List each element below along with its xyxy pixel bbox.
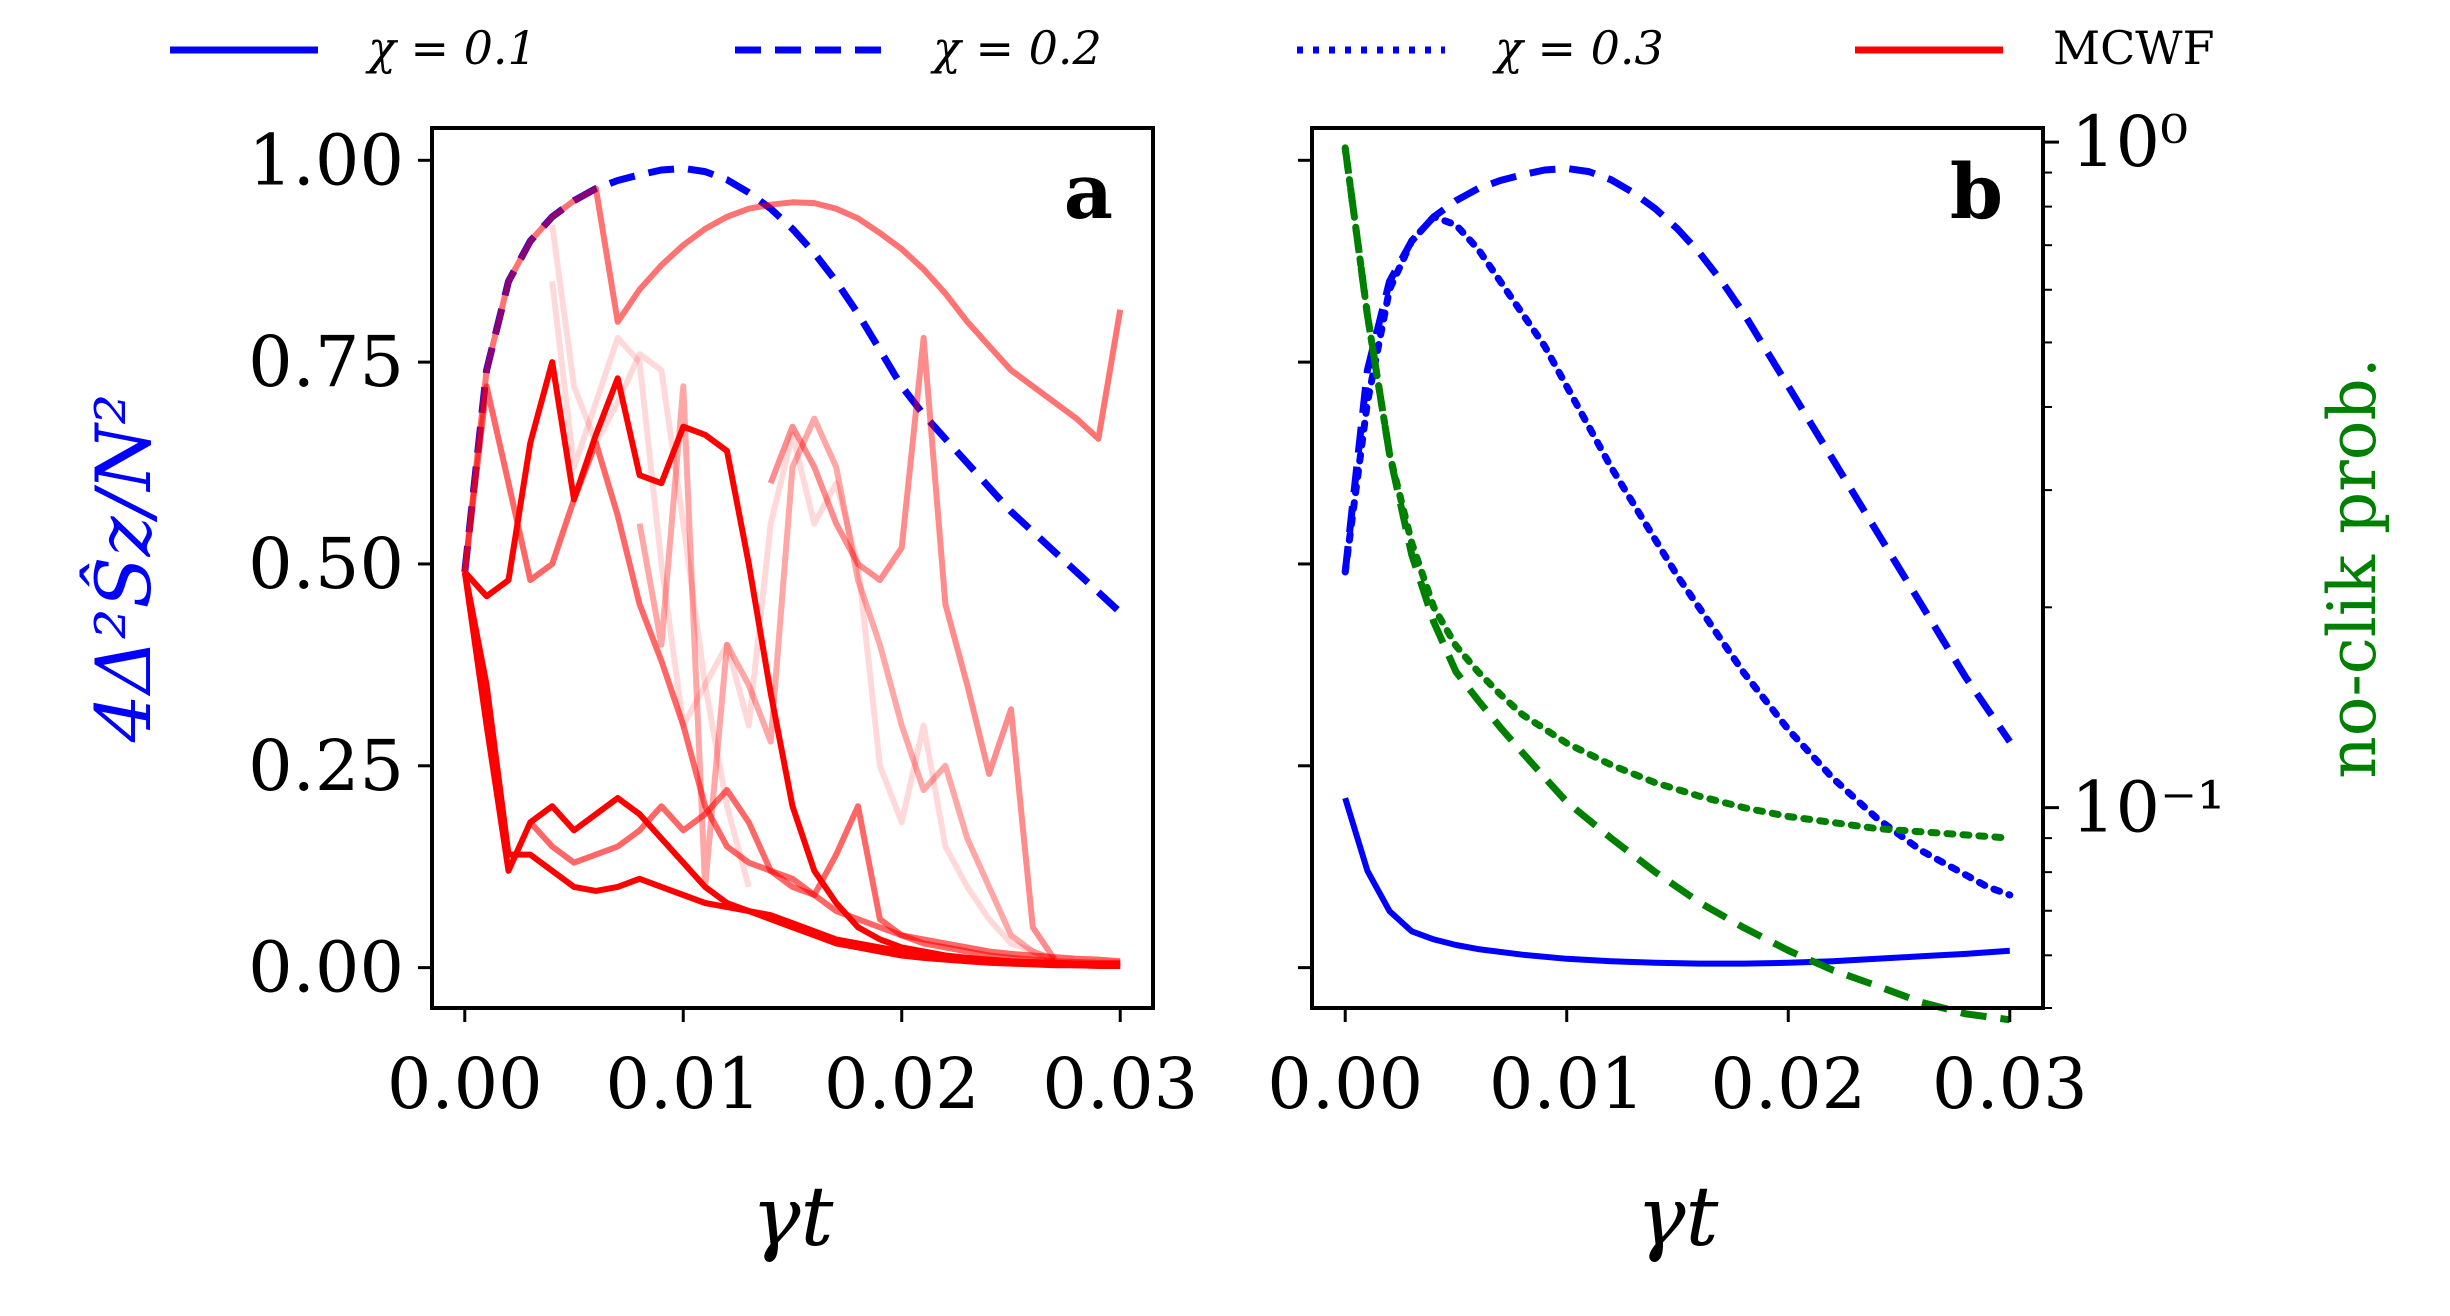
series-2 bbox=[1341, 164, 2013, 744]
legend-label-1: χ = 0.1 bbox=[365, 21, 537, 75]
y-tick-label: 0.25 bbox=[248, 725, 404, 807]
series-2 bbox=[461, 185, 1124, 573]
series-3 bbox=[549, 224, 752, 888]
panel-label: a bbox=[1064, 147, 1113, 236]
y-tick-label: 1.00 bbox=[248, 119, 404, 201]
legend-label-4: MCWF bbox=[2053, 21, 2215, 75]
y-tick-label: 0.00 bbox=[248, 927, 404, 1009]
y-axis-label-right: no-clik prob. bbox=[2314, 357, 2391, 778]
series-3 bbox=[1341, 213, 2014, 899]
y-tick-label-right: 10⁻¹ bbox=[2071, 767, 2225, 849]
legend-label-3: χ = 0.3 bbox=[1492, 21, 1664, 75]
series-4 bbox=[1341, 147, 2011, 1024]
plot-frame bbox=[1310, 126, 2045, 1010]
x-tick-label: 0.01 bbox=[1489, 1043, 1645, 1125]
x-tick-label: 0.02 bbox=[824, 1043, 980, 1125]
x-tick-label: 0.03 bbox=[1042, 1043, 1198, 1125]
panel-a: 0.00 0.01 0.02 0.03 γt a 0.00 0.25 0.50 0.75 1.00 4… bbox=[79, 119, 1198, 1265]
x-tick-label: 0.02 bbox=[1710, 1043, 1866, 1125]
x-tick-label: 0.01 bbox=[605, 1043, 761, 1125]
legend-label-2: χ = 0.2 bbox=[930, 21, 1102, 75]
y-tick-label-right: 10⁰ bbox=[2071, 101, 2188, 183]
series-10 bbox=[461, 571, 1121, 969]
series-5 bbox=[636, 383, 1056, 963]
panel-b: 0.00 0.01 0.02 0.03 γt b 10⁻¹ 10⁰ no-clik prob. bbox=[1267, 101, 2391, 1265]
x-axis-label: γt bbox=[1637, 1170, 1720, 1265]
x-tick-label: 0.00 bbox=[387, 1043, 543, 1125]
series-9 bbox=[461, 571, 1121, 969]
plot-frame bbox=[430, 126, 1155, 1010]
series-6 bbox=[767, 334, 1058, 962]
series-5 bbox=[1341, 144, 2014, 842]
series-8 bbox=[462, 359, 1121, 967]
series-4 bbox=[549, 281, 1056, 963]
panel-label: b bbox=[1950, 147, 2003, 236]
series-1 bbox=[1342, 797, 2011, 967]
legend: χ = 0.1 χ = 0.2 χ = 0.3 MCWF bbox=[170, 21, 2215, 75]
y-tick-label: 0.75 bbox=[248, 321, 404, 403]
x-axis-label: γt bbox=[752, 1170, 835, 1265]
x-tick-label: 0.00 bbox=[1267, 1043, 1423, 1125]
y-tick-label: 0.50 bbox=[248, 523, 404, 605]
series-11 bbox=[528, 787, 1121, 966]
x-tick-label: 0.03 bbox=[1932, 1043, 2088, 1125]
y-axis-label: 4Δ²Ŝz/N² bbox=[79, 394, 168, 743]
